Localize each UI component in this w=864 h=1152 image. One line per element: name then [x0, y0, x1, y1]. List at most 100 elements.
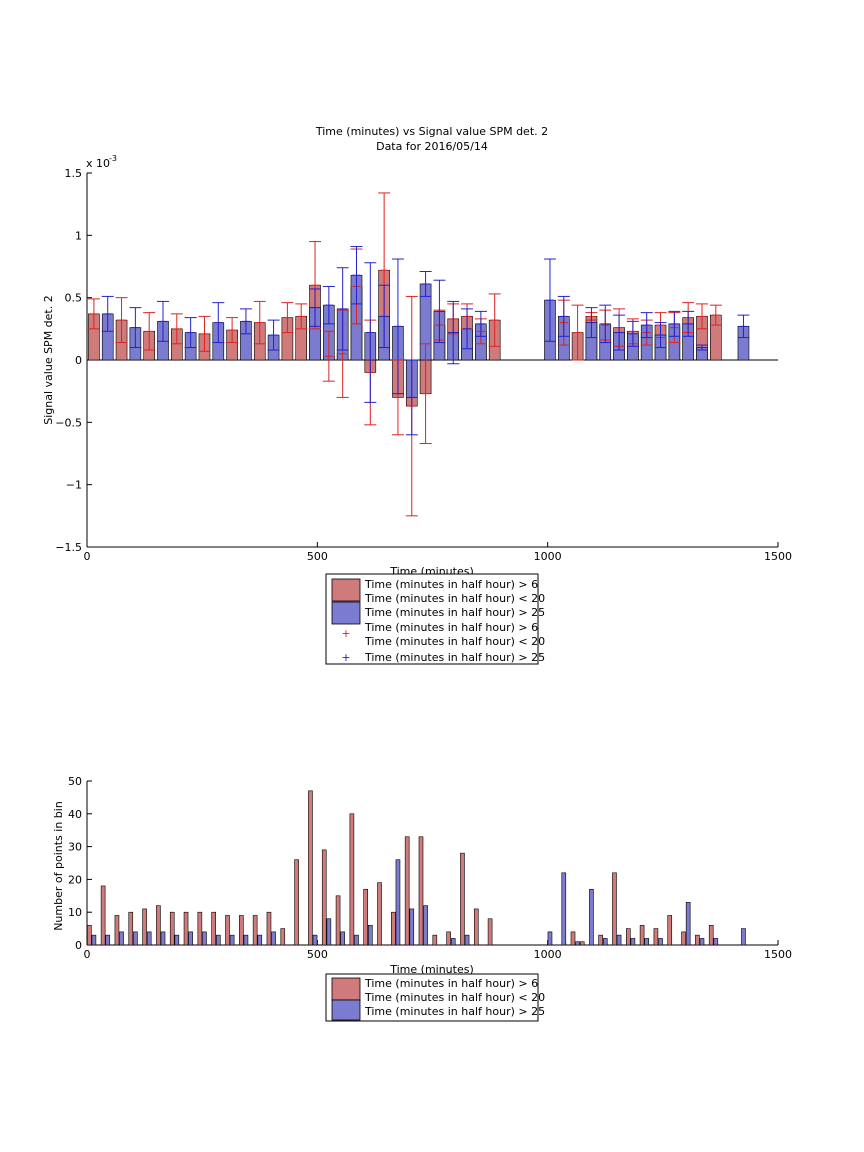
- bar-red: [432, 934, 438, 946]
- bar-red: [183, 911, 189, 946]
- chart-title: Time (minutes) vs Signal value SPM det. …: [315, 125, 548, 138]
- bar-red: [625, 928, 631, 946]
- bar-blue: [547, 931, 553, 946]
- legend-label: Time (minutes in half hour) > 25: [364, 1005, 545, 1018]
- bar-red: [363, 888, 369, 946]
- x-tick-label: 500: [307, 948, 328, 961]
- bar-red: [266, 911, 272, 946]
- bar-red: [335, 895, 341, 946]
- y-tick-label: 0.5: [65, 292, 83, 305]
- bar-red: [708, 925, 714, 946]
- exponent-base: x 10: [86, 157, 110, 170]
- bar-red: [487, 918, 493, 946]
- bar-red: [446, 931, 451, 946]
- bar-red: [612, 872, 617, 946]
- bar-blue: [146, 931, 152, 946]
- bar-blue: [105, 934, 111, 946]
- bar-red: [667, 915, 673, 946]
- bar-blue: [91, 934, 97, 946]
- bar-red: [653, 928, 659, 946]
- bar-blue: [630, 938, 636, 946]
- legend-bottom: Time (minutes in half hour) > 6 Time (mi…: [325, 973, 545, 1022]
- legend-label: Time (minutes in half hour) > 6: [364, 621, 538, 634]
- x-tick-label: 1000: [534, 550, 562, 563]
- y-tick-label: 50: [68, 775, 82, 788]
- y-tick-label: 40: [68, 808, 82, 821]
- bottom-x-axis-label: Time (minutes): [389, 963, 474, 976]
- bar-red: [321, 849, 327, 946]
- bar-red: [639, 925, 645, 946]
- bar-red: [197, 911, 203, 946]
- bar-red: [294, 859, 299, 946]
- bar-blue: [602, 938, 608, 946]
- bar-blue: [464, 934, 470, 946]
- bar-blue: [699, 938, 705, 946]
- bar-red: [473, 908, 479, 946]
- bar-blue: [589, 888, 594, 946]
- x-tick-label: 1000: [534, 948, 562, 961]
- y-tick-label: 1: [75, 229, 82, 242]
- bar-blue: [354, 934, 359, 946]
- bar-red: [211, 911, 216, 946]
- bar-red: [579, 941, 585, 946]
- bar-blue: [741, 928, 746, 946]
- bar-blue: [561, 872, 567, 946]
- bar-blue: [160, 931, 166, 946]
- bar-blue: [644, 938, 650, 946]
- legend-label: Time (minutes in half hour) > 25: [364, 651, 545, 664]
- bar-red: [598, 934, 603, 946]
- bar-blue: [409, 908, 415, 946]
- bar-red: [252, 915, 258, 946]
- bar-red: [570, 931, 576, 946]
- bar-red: [169, 911, 175, 946]
- x-tick-label: 1500: [764, 948, 792, 961]
- bar-red: [87, 925, 92, 946]
- x-tick-label: 0: [84, 948, 91, 961]
- bar-blue: [685, 902, 691, 946]
- x-tick-label: 0: [84, 550, 91, 563]
- bar-blue: [229, 934, 235, 946]
- bar-blue: [312, 934, 318, 946]
- x-tick-label: 1500: [764, 550, 792, 563]
- bar-blue: [616, 934, 622, 946]
- y-tick-label: −0.5: [55, 416, 82, 429]
- bottom-y-axis-label: Number of points in bin: [52, 801, 65, 931]
- bar-blue: [368, 925, 373, 946]
- bar-red: [349, 813, 355, 946]
- bar-red: [377, 882, 382, 946]
- bar-red: [308, 790, 313, 946]
- y-tick-label: 0: [75, 939, 82, 952]
- bar-blue: [174, 934, 180, 946]
- bar-red: [156, 905, 161, 946]
- bar-blue: [188, 931, 193, 946]
- top-y-axis-label: Signal value SPM det. 2: [42, 295, 55, 425]
- legend-swatch-red: [331, 578, 361, 602]
- bar-red: [404, 836, 410, 946]
- bar-red: [418, 836, 424, 946]
- y-tick-label: 0: [75, 354, 82, 367]
- legend-swatch-blue: [331, 999, 361, 1021]
- legend-label: Time (minutes in half hour) > 6: [364, 578, 538, 591]
- chart-subtitle: Data for 2016/05/14: [376, 140, 488, 153]
- legend-marker-red-plus: +: [341, 627, 350, 640]
- legend-label: Time (minutes in half hour) > 6: [364, 977, 538, 990]
- legend-label: Time (minutes in half hour) < 20: [364, 991, 545, 1004]
- bar-blue: [133, 931, 138, 946]
- y-exponent-label: x 10 -3: [86, 154, 117, 170]
- legend-swatch-blue: [331, 601, 361, 625]
- bar-red: [114, 915, 120, 946]
- bar-red: [225, 915, 230, 946]
- bar-blue: [326, 918, 332, 946]
- exponent-power: -3: [109, 154, 117, 163]
- y-tick-label: 30: [68, 841, 82, 854]
- count-histogram: 0 500 1000 1500 0 10 20 30 40 50: [68, 775, 792, 961]
- bar-blue: [340, 931, 345, 946]
- bar-blue: [395, 859, 401, 946]
- bar-blue: [202, 931, 207, 946]
- legend-label: Time (minutes in half hour) > 25: [364, 606, 545, 619]
- bar-red: [100, 885, 106, 946]
- bar-red: [280, 928, 286, 946]
- y-tick-label: −1.5: [55, 541, 82, 554]
- y-tick-label: 10: [68, 906, 82, 919]
- bar-blue: [575, 941, 580, 946]
